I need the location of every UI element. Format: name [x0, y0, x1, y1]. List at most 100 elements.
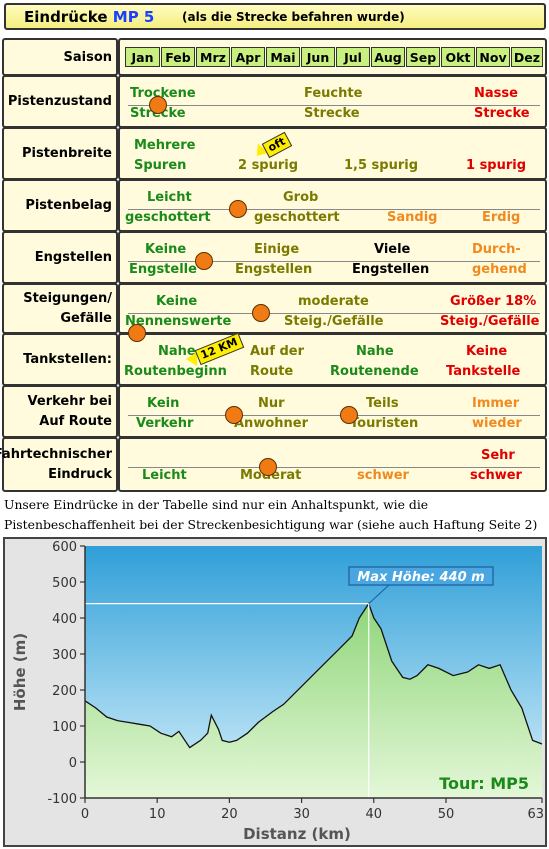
row-option-line1: Keine — [145, 242, 187, 257]
row-option-line2: Anwohner — [234, 416, 308, 431]
row-option-line1: Teils — [366, 396, 399, 411]
row-option-line2: Verkehr — [136, 416, 194, 431]
y-axis-label: Höhe (m) — [11, 633, 29, 711]
max-height-label-box — [348, 566, 494, 586]
row-label-pistenbreite: Pistenbreite — [21, 145, 112, 161]
x-tick-label: 50 — [438, 807, 455, 822]
row-option-line1: Feuchte — [304, 86, 363, 101]
row-option-line2: gehend — [472, 262, 527, 277]
rating-marker — [128, 324, 146, 342]
row-scale-line — [128, 261, 540, 262]
row-values-cell-pistenbreite — [118, 127, 547, 180]
row-option-line2: Route — [250, 364, 294, 379]
rating-marker — [195, 252, 213, 270]
row-label-cell-pistenbreite: Pistenbreite — [2, 127, 118, 180]
row-option-line1: Viele — [374, 242, 411, 257]
rating-marker — [229, 200, 247, 218]
max-height-pointer — [368, 584, 390, 604]
row-option-line2: 1 spurig — [466, 158, 527, 173]
y-tick-label: 200 — [52, 684, 77, 699]
row-option-line2: Erdig — [482, 210, 521, 225]
row-option-line2: geschottert — [254, 210, 340, 225]
month-mai: Mai — [266, 47, 300, 67]
row-option-line1: Trockene — [130, 86, 196, 101]
disclaimer-note: Unsere Eindrücke in der Tabelle sind nur… — [4, 497, 538, 532]
row-option-line1: Durch- — [472, 242, 521, 257]
y-tick-label: 400 — [52, 612, 77, 627]
rating-marker — [225, 406, 243, 424]
row-option-line2: Tankstelle — [446, 364, 521, 379]
header-bar: Eindrücke MP 5 (als die Strecke befahren… — [4, 3, 546, 30]
row-option-line1: Mehrere — [134, 138, 196, 153]
row-label-cell-pistenbelag: Pistenbelag — [2, 179, 118, 232]
row-values-cell-verkehr — [118, 385, 547, 438]
row-option-line2: Steig./Gefälle — [284, 314, 384, 329]
month-sep: Sep — [406, 47, 440, 67]
y-tick-label: 500 — [52, 576, 77, 591]
header-title: Eindrücke MP 5 — [24, 8, 155, 26]
season-label-cell: Saison — [2, 38, 118, 76]
rating-marker — [259, 458, 277, 476]
row-scale-line — [128, 415, 540, 416]
row-option-line2: Engstellen — [352, 262, 430, 277]
month-jan: Jan — [125, 47, 160, 67]
row-option-line2: Routenende — [330, 364, 419, 379]
max-height-label: Max Höhe: 440 m — [357, 570, 484, 585]
season-label: Saison — [63, 50, 112, 65]
row-option-line1: Leicht — [147, 190, 192, 205]
row-option-line1: Nasse — [474, 86, 518, 101]
row-option-line1: Nur — [258, 396, 285, 411]
row-label-steigungen: Steigungen/Gefälle — [23, 290, 112, 326]
month-jul: Jul — [336, 47, 370, 67]
row-label-tankstellen: Tankstellen: — [23, 351, 112, 367]
row-option-line2: Nennenswerte — [125, 314, 232, 329]
elevation-area — [85, 603, 542, 798]
row-label-cell-engstellen: Engstellen — [2, 231, 118, 284]
x-axis-label: Distanz (km) — [243, 825, 351, 843]
elevation-profile-chart: Max Höhe: 440 m Tour: MP5 600 500 400 300 200 1… — [3, 537, 549, 847]
row-option-line1: moderate — [298, 294, 369, 309]
row-label-cell-verkehr: Verkehr bei Auf Route — [2, 385, 118, 438]
row-option-line2: Routenbeginn — [124, 364, 227, 379]
row-option-line1: Nahe — [356, 344, 394, 359]
row-option-line2: 2 spurig — [238, 158, 299, 173]
row-option-line2: Steig./Gefälle — [440, 314, 540, 329]
row-label-cell-steigungen: Steigungen/Gefälle — [2, 283, 118, 334]
row-option-line2: Leicht — [142, 468, 187, 483]
month-apr: Apr — [231, 47, 265, 67]
row-option-line2: Strecke — [474, 106, 530, 121]
rating-marker — [252, 304, 270, 322]
x-tick-label: 20 — [221, 807, 238, 822]
row-option-line2: schwer — [470, 468, 522, 483]
x-tick-label: 30 — [293, 807, 310, 822]
row-option-line2: Spuren — [134, 158, 187, 173]
month-feb: Feb — [161, 47, 195, 67]
row-label-engstellen: Engstellen — [34, 249, 112, 265]
month-dez: Dez — [511, 47, 543, 67]
row-option-line2: Strecke — [304, 106, 360, 121]
row-option-line1: Keine — [466, 344, 508, 359]
row-option-line1: Grob — [283, 190, 319, 205]
row-scale-line — [128, 313, 540, 314]
row-option-line1: Größer 18% — [450, 294, 537, 309]
row-scale-line — [128, 209, 540, 210]
row-option-line2: 1,5 spurig — [344, 158, 419, 173]
row-option-line1: Immer — [472, 396, 520, 411]
row-scale-line — [128, 105, 540, 106]
row-option-line2: Sandig — [387, 210, 438, 225]
row-option-line1: Keine — [156, 294, 198, 309]
x-tick-label: 10 — [149, 807, 166, 822]
row-option-line2: geschottert — [125, 210, 211, 225]
x-tick-label: 40 — [366, 807, 383, 822]
row-label-fahrtechnik: Fahrtechnischer Eindruck — [0, 446, 112, 482]
y-tick-label: 100 — [52, 720, 77, 735]
header-subtitle: (als die Strecke befahren wurde) — [182, 10, 405, 24]
x-tick-label: 0 — [81, 807, 89, 822]
row-label-cell-tankstellen: Tankstellen: — [2, 333, 118, 386]
y-tick-label: 300 — [52, 648, 77, 663]
row-values-cell-fahrtechnik — [118, 437, 547, 492]
row-label-cell-pistenzustand: Pistenzustand — [2, 75, 118, 128]
y-tick-label: 0 — [69, 756, 77, 771]
elevation-line — [84, 602, 543, 749]
